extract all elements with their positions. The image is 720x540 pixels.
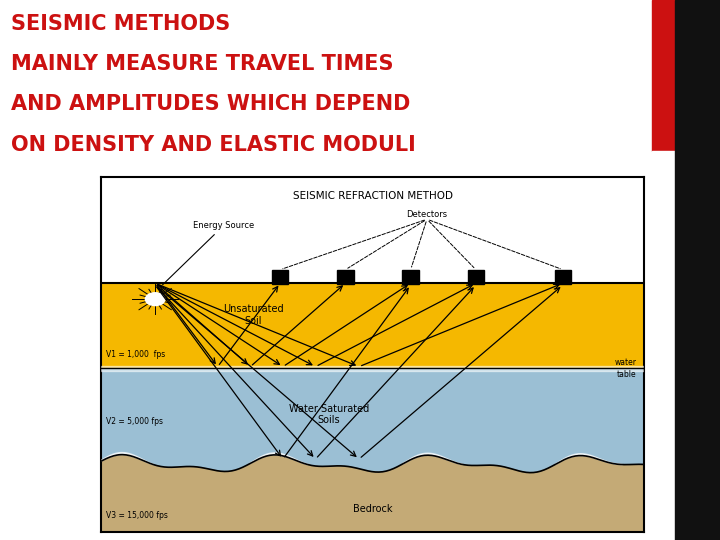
Text: AND AMPLITUDES WHICH DEPEND: AND AMPLITUDES WHICH DEPEND <box>11 94 410 114</box>
Bar <box>675 0 720 540</box>
Text: V3 = 15,000 fps: V3 = 15,000 fps <box>107 511 168 521</box>
Bar <box>402 271 419 284</box>
Text: MAINLY MEASURE TRAVEL TIMES: MAINLY MEASURE TRAVEL TIMES <box>11 54 393 74</box>
Bar <box>101 366 644 370</box>
Bar <box>101 464 644 532</box>
Bar <box>272 271 288 284</box>
Text: water: water <box>614 357 636 367</box>
Text: V1 = 1,000  fps: V1 = 1,000 fps <box>107 350 166 360</box>
Text: Unsaturated
Soil: Unsaturated Soil <box>222 305 284 326</box>
Text: V2 = 5,000 fps: V2 = 5,000 fps <box>107 417 163 426</box>
Text: Bedrock: Bedrock <box>353 504 392 514</box>
Text: ON DENSITY AND ELASTIC MODULI: ON DENSITY AND ELASTIC MODULI <box>11 135 415 155</box>
Bar <box>101 283 644 368</box>
Bar <box>652 0 675 151</box>
Bar <box>554 271 571 284</box>
Text: Energy Source: Energy Source <box>163 221 254 285</box>
Circle shape <box>145 293 165 306</box>
Text: SEISMIC METHODS: SEISMIC METHODS <box>11 14 230 33</box>
Bar <box>337 271 354 284</box>
Bar <box>101 368 644 464</box>
Text: Water Saturated
Soils: Water Saturated Soils <box>289 404 369 426</box>
Bar <box>468 271 484 284</box>
Text: table: table <box>616 370 636 379</box>
Bar <box>652 151 675 540</box>
Text: Detectors: Detectors <box>406 210 448 219</box>
Text: SEISMIC REFRACTION METHOD: SEISMIC REFRACTION METHOD <box>292 191 453 201</box>
